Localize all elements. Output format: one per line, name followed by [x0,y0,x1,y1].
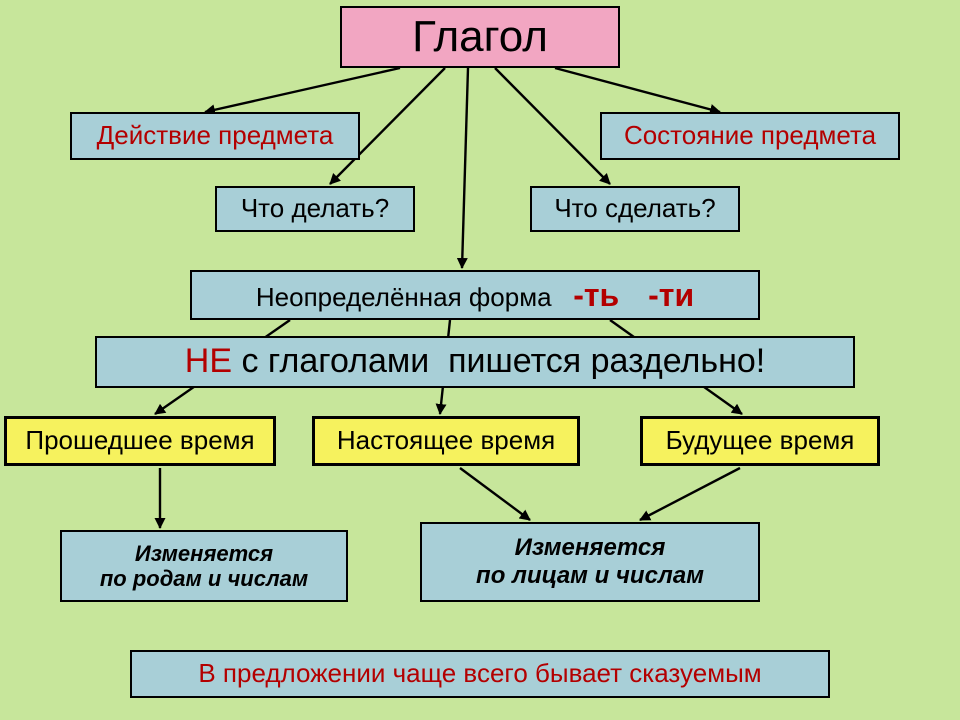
arrow-3 [495,68,610,184]
change-person-box-label: Изменяется по лицам и числам [476,534,704,589]
present-tense-box-label: Настоящее время [337,426,555,456]
infinitive-box-seg-3: -ти [648,277,694,313]
ne-rule-box-seg-0: НЕ [185,342,232,380]
arrow-9 [460,468,530,520]
infinitive-box: Неопределённая форма -ть -ти [190,270,760,320]
ne-rule-box-seg-1: с глаголами пишется раздельно! [232,342,765,380]
title-box: Глагол [340,6,620,68]
infinitive-box-text: Неопределённая форма -ть -ти [256,277,694,314]
action-box: Действие предмета [70,112,360,160]
what-done-box: Что сделать? [530,186,740,232]
infinitive-box-seg-0: Неопределённая форма [256,282,573,312]
past-tense-box: Прошедшее время [4,416,276,466]
infinitive-box-seg-2 [619,282,648,312]
arrow-10 [640,468,740,520]
action-box-label: Действие предмета [97,121,334,151]
what-done-box-label: Что сделать? [554,194,715,224]
change-gender-box: Изменяется по родам и числам [60,530,348,602]
state-box: Состояние предмета [600,112,900,160]
future-tense-box: Будущее время [640,416,880,466]
change-person-box: Изменяется по лицам и числам [420,522,760,602]
predicate-box: В предложении чаще всего бывает сказуемы… [130,650,830,698]
state-box-label: Состояние предмета [624,121,876,151]
past-tense-box-label: Прошедшее время [25,426,254,456]
predicate-box-label: В предложении чаще всего бывает сказуемы… [198,659,761,689]
future-tense-box-label: Будущее время [666,426,855,456]
title-box-label: Глагол [412,12,548,63]
what-do-box-label: Что делать? [241,194,389,224]
change-gender-box-label: Изменяется по родам и числам [100,541,308,592]
infinitive-box-seg-1: -ть [573,277,619,313]
ne-rule-box: НЕ с глаголами пишется раздельно! [95,336,855,388]
diagram-stage: Глагол Действие предмета Состояние предмет… [0,0,960,720]
ne-rule-box-text: НЕ с глаголами пишется раздельно! [185,342,765,381]
arrow-2 [462,68,468,268]
present-tense-box: Настоящее время [312,416,580,466]
what-do-box: Что делать? [215,186,415,232]
arrow-0 [205,68,400,112]
arrow-4 [555,68,720,112]
